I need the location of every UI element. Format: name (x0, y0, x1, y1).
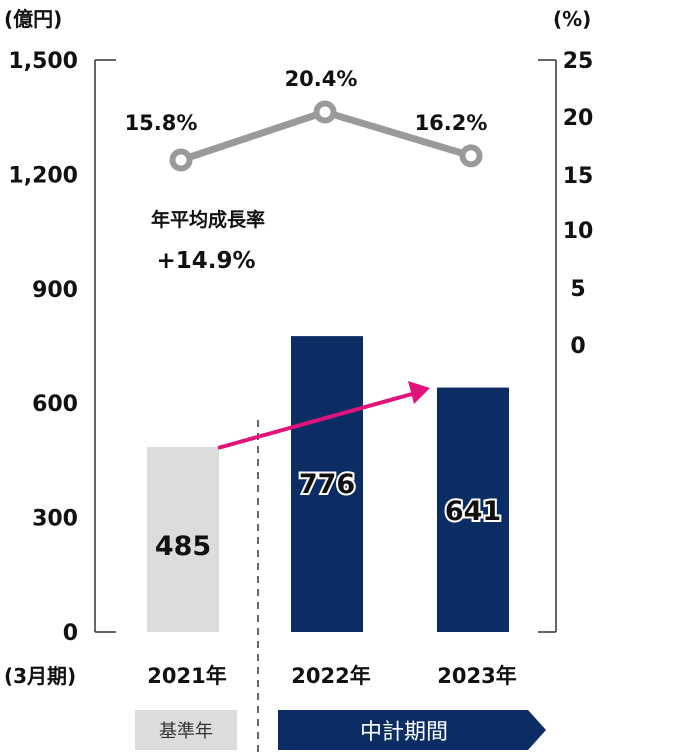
left-axis: 0 300 600 900 1,200 1,500 (8, 49, 116, 646)
plan-period-label: 中計期間 (360, 720, 448, 745)
x-tick-label: 2023年 (437, 664, 516, 688)
bar-value-label: 485 (155, 531, 211, 562)
line-series: 15.8% 20.4% 16.2% (125, 67, 488, 172)
right-axis: 0 5 10 15 20 25 (538, 49, 594, 633)
cagr-value: +14.9% (156, 248, 255, 274)
left-tick-label: 900 (32, 278, 78, 303)
right-tick-label: 25 (563, 49, 594, 74)
left-axis-unit: (億円) (4, 7, 62, 31)
right-tick-label: 20 (563, 106, 594, 131)
base-year-label: 基準年 (159, 721, 213, 742)
x-tick-label: 2022年 (291, 664, 370, 688)
left-tick-label: 0 (63, 621, 78, 646)
right-tick-label: 10 (563, 219, 594, 244)
right-tick-label: 15 (563, 164, 594, 189)
left-tick-label: 1,200 (8, 163, 78, 188)
line-point (459, 144, 483, 168)
line-value-label: 16.2% (415, 111, 488, 135)
line-point (169, 148, 193, 172)
left-tick-label: 1,500 (8, 49, 78, 74)
x-tick-label: 2021年 (147, 664, 226, 688)
right-tick-label: 0 (570, 334, 585, 359)
left-tick-label: 600 (32, 392, 78, 417)
cagr-label: 年平均成長率 (151, 208, 265, 231)
bar (437, 387, 509, 632)
bar-value-label: 776 (299, 469, 355, 500)
line-value-label: 20.4% (285, 67, 358, 91)
x-axis-unit: (3月期) (4, 664, 76, 688)
base-year-band (135, 710, 237, 750)
bar (147, 447, 219, 632)
bar-value-label: 641 (445, 496, 501, 527)
line-point (313, 100, 337, 124)
bar (291, 336, 363, 632)
left-tick-label: 300 (32, 507, 78, 532)
growth-arrow (217, 381, 430, 450)
right-tick-label: 5 (570, 277, 585, 302)
line-value-label: 15.8% (125, 111, 198, 135)
plan-period-band (278, 710, 546, 750)
right-axis-unit: (%) (553, 7, 591, 31)
bars: 485 776 641 (147, 336, 509, 632)
